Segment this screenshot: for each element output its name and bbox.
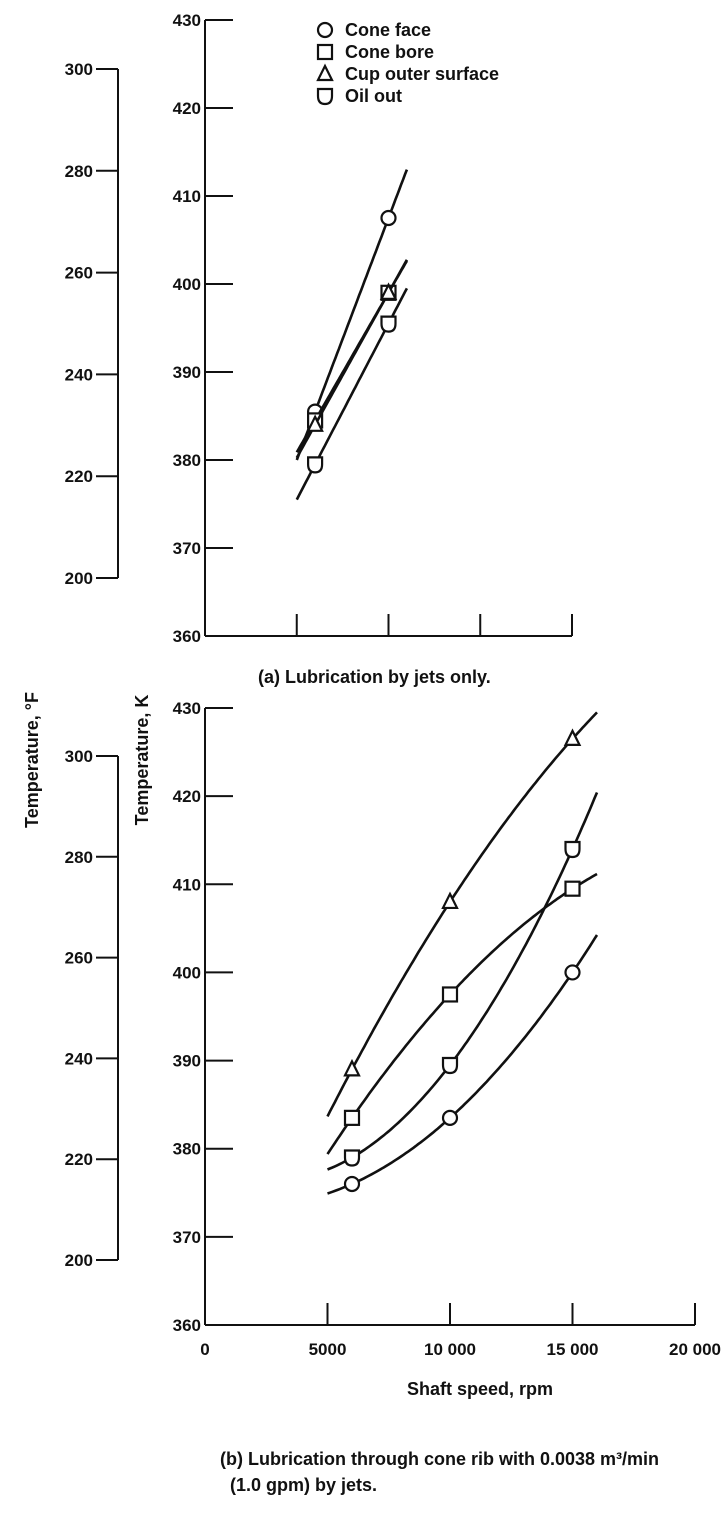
y-tick-label-k: 420 [173, 787, 201, 806]
series-line-circle [327, 934, 599, 1195]
x-tick-label: 15 000 [547, 1340, 599, 1359]
x-tick-label: 0 [200, 1340, 209, 1359]
y-tick-label-k: 360 [173, 1316, 201, 1335]
x-tick-label: 5000 [309, 1340, 347, 1359]
legend-marker-circle [316, 21, 334, 39]
x-tick-label: 20 000 [669, 1340, 721, 1359]
data-point-triangle [441, 891, 459, 910]
y-right-axis-label: Temperature, K [132, 695, 152, 826]
y-tick-label-k: 410 [173, 187, 201, 206]
y-tick-label-k: 370 [173, 539, 201, 558]
data-point-circle [343, 1175, 361, 1193]
y-tick-label-f: 260 [65, 949, 93, 968]
y-tick-label-k: 360 [173, 627, 201, 646]
y-tick-label-f: 300 [65, 60, 93, 79]
data-point-square [441, 986, 459, 1003]
data-point-shield [441, 1056, 459, 1075]
panel-caption: (b) Lubrication through cone rib with 0.… [220, 1449, 659, 1495]
y-tick-label-k: 380 [173, 1140, 201, 1159]
y-tick-label-k: 390 [173, 363, 201, 382]
y-tick-label-f: 260 [65, 264, 93, 283]
data-point-circle [441, 1109, 459, 1126]
x-tick-label: 10 000 [424, 1340, 476, 1359]
legend-marker-shield [316, 87, 334, 106]
y-tick-label-k: 370 [173, 1228, 201, 1247]
data-point-square [564, 880, 581, 897]
data-point-shield [380, 315, 397, 333]
data-point-shield [343, 1149, 361, 1167]
x-axis-label: Shaft speed, rpm [407, 1379, 553, 1399]
y-tick-label-f: 280 [65, 162, 93, 181]
panel-a: 360 370 380 390 400 410 420 430 200 220 240 260 280 3… [65, 11, 573, 687]
panel-b: 360 370 380 390 400 410 420 430 0 5000 10 000 15 00… [65, 699, 721, 1495]
legend-label: Cone bore [345, 42, 434, 62]
data-point-circle [380, 209, 397, 227]
legend-marker-square [316, 43, 334, 61]
y-left-axis-label: Temperature, °F [22, 692, 42, 828]
data-point-triangle [563, 728, 582, 746]
series-line-square [326, 872, 598, 1155]
y-tick-label-f: 280 [65, 848, 93, 867]
legend-marker-triangle [316, 63, 334, 82]
panel-caption: (a) Lubrication by jets only. [258, 667, 491, 687]
data-point-triangle [379, 282, 398, 300]
data-point-square [343, 1109, 361, 1126]
y-tick-label-f: 200 [65, 1251, 93, 1270]
y-tick-label-k: 430 [173, 699, 201, 718]
y-tick-label-k: 420 [173, 99, 201, 118]
y-tick-label-f: 200 [65, 569, 93, 588]
legend-label: Cone face [345, 20, 431, 40]
y-tick-label-k: 400 [173, 275, 201, 294]
y-tick-label-f: 300 [65, 747, 93, 766]
y-tick-label-k: 430 [173, 11, 201, 30]
y-tick-label-f: 240 [65, 365, 93, 384]
y-tick-label-k: 380 [173, 451, 201, 470]
data-point-shield [564, 840, 581, 859]
data-point-triangle [343, 1058, 361, 1077]
y-tick-label-f: 240 [65, 1049, 93, 1068]
series-line-triangle [326, 711, 598, 1117]
y-tick-label-k: 410 [173, 875, 201, 894]
y-tick-label-k: 390 [173, 1052, 201, 1071]
data-point-shield [307, 456, 324, 474]
y-tick-label-f: 220 [65, 467, 93, 486]
data-point-circle [564, 964, 581, 981]
y-tick-label-f: 220 [65, 1150, 93, 1169]
series-line-shield [327, 791, 599, 1171]
data-point-triangle [306, 414, 324, 432]
legend-label: Oil out [345, 86, 402, 106]
y-tick-label-k: 400 [173, 963, 201, 982]
legend-label: Cup outer surface [345, 64, 499, 84]
